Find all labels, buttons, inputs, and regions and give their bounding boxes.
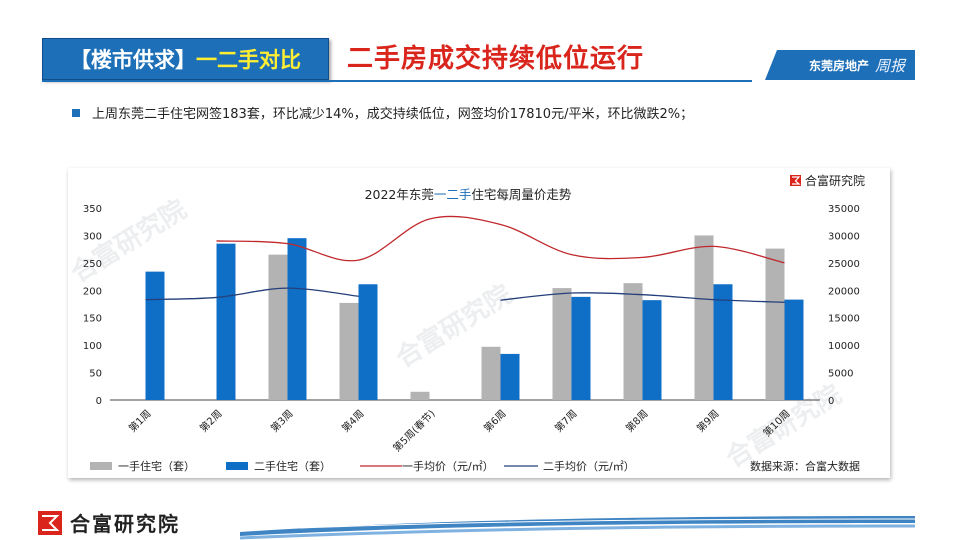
y-left-tick-label: 150 [83, 314, 102, 325]
x-tick-label: 第1周 [126, 407, 154, 435]
footer-logo: 合富研究院 [38, 508, 180, 537]
legend: 一手住宅（套） 二手住宅（套） 一手均价（元/㎡） 二手均价（元/㎡） 数据来源… [90, 459, 860, 473]
chart-panel: 合富研究院 合富研究院 合富研究院 合富研究院 2022年东莞一二手住宅每周量价… [65, 168, 890, 478]
y-right-tick-label: 35000 [828, 204, 860, 215]
y-axis-right: 0 5000 10000 15000 20000 25000 30000 35000 [828, 204, 860, 407]
summary-text: 上周东莞二手住宅网签183套，环比减少14%，成交持续低位，网签均价17810元… [92, 107, 694, 122]
legend-label-new-price: 一手均价（元/㎡） [402, 459, 494, 473]
bar-resale-units [145, 271, 165, 400]
title-underline [42, 80, 752, 82]
summary-bullet: 上周东莞二手住宅网签183套，环比减少14%，成交持续低位，网签均价17810元… [72, 103, 693, 122]
bar-resale-units [287, 238, 307, 400]
brand-badge: 东莞房地产 周报 [765, 50, 915, 80]
y-right-tick-label: 10000 [828, 341, 860, 352]
lines-layer [145, 215, 785, 303]
x-tick-label: 第6周 [481, 407, 509, 435]
x-tick-label: 第2周 [197, 407, 225, 435]
legend-swatch-new-units [90, 462, 112, 470]
bar-new-units [552, 288, 572, 400]
chart-title-part-1: 2022年东莞 [365, 187, 434, 202]
bar-resale-units [216, 243, 236, 400]
x-tick-label: 第7周 [552, 407, 580, 435]
y-left-tick-label: 250 [83, 259, 102, 270]
section-tag-part-b: 一二手对比 [196, 48, 301, 72]
x-tick-label: 第4周 [339, 407, 367, 435]
x-tick-label: 第5周(春节) [390, 407, 438, 455]
y-left-tick-label: 50 [89, 369, 102, 380]
y-right-tick-label: 25000 [828, 259, 860, 270]
x-tick-label: 第8周 [623, 407, 651, 435]
bar-new-units [339, 302, 359, 400]
footer-logo-icon [38, 510, 62, 535]
legend-swatch-resale-units [226, 462, 248, 470]
bar-resale-units [500, 353, 520, 400]
y-right-tick-label: 30000 [828, 231, 860, 242]
chart-logo: 合富研究院 [790, 173, 865, 188]
y-axis-left: 0 50 100 150 200 250 300 350 [83, 204, 102, 407]
line-new-price [216, 215, 785, 264]
y-right-tick-label: 20000 [828, 286, 860, 297]
chart-title-part-2: 一二手 [434, 187, 472, 202]
y-left-tick-label: 350 [83, 204, 102, 215]
bar-new-units [765, 248, 785, 400]
bar-resale-units [358, 284, 378, 400]
data-source-note: 数据来源：合富大数据 [750, 459, 860, 473]
x-tick-label: 第9周 [694, 407, 722, 435]
y-left-tick-label: 0 [96, 396, 102, 407]
bar-resale-units [642, 300, 662, 400]
section-tag-part-a: 【楼市供求】 [70, 48, 196, 72]
footer-logo-text: 合富研究院 [70, 512, 180, 536]
y-left-tick-label: 200 [83, 286, 102, 297]
section-tag: 【楼市供求】 一二手对比 [42, 38, 329, 80]
legend-label-resale-price: 二手均价（元/㎡） [543, 459, 635, 473]
chart-title: 2022年东莞一二手住宅每周量价走势 [365, 187, 572, 202]
line-resale-price [500, 292, 785, 303]
bar-new-units [694, 235, 714, 400]
bar-new-units [623, 283, 643, 400]
chart-logo-text: 合富研究院 [805, 173, 865, 188]
page-title: 二手房成交持续低位运行 [347, 44, 645, 74]
bar-new-units [481, 346, 501, 400]
brand-name: 东莞房地产 [808, 58, 869, 73]
weekly-volume-price-chart: 合富研究院 合富研究院 合富研究院 合富研究院 2022年东莞一二手住宅每周量价… [65, 173, 865, 474]
y-right-tick-label: 15000 [828, 314, 860, 325]
legend-label-resale-units: 二手住宅（套） [254, 459, 331, 473]
y-left-tick-label: 100 [83, 341, 102, 352]
y-right-tick-label: 5000 [828, 369, 853, 380]
bars-layer [145, 235, 804, 400]
brand-script: 周报 [874, 56, 905, 75]
bar-new-units [410, 391, 430, 400]
line-resale-price [145, 287, 359, 301]
y-left-tick-label: 300 [83, 231, 102, 242]
bar-resale-units [784, 299, 804, 400]
x-tick-label: 第3周 [268, 407, 296, 435]
chart-title-part-3: 住宅每周量价走势 [471, 187, 572, 202]
bar-new-units [268, 254, 288, 400]
y-right-tick-label: 0 [828, 396, 834, 407]
bar-resale-units [713, 284, 733, 400]
bullet-square-icon [72, 108, 80, 117]
bar-resale-units [571, 296, 591, 400]
x-axis-labels: 第1周 第2周 第3周 第4周 第5周(春节) 第6周 第7周 第8周 第9周 第10周 [126, 407, 793, 455]
legend-label-new-units: 一手住宅（套） [118, 459, 195, 473]
